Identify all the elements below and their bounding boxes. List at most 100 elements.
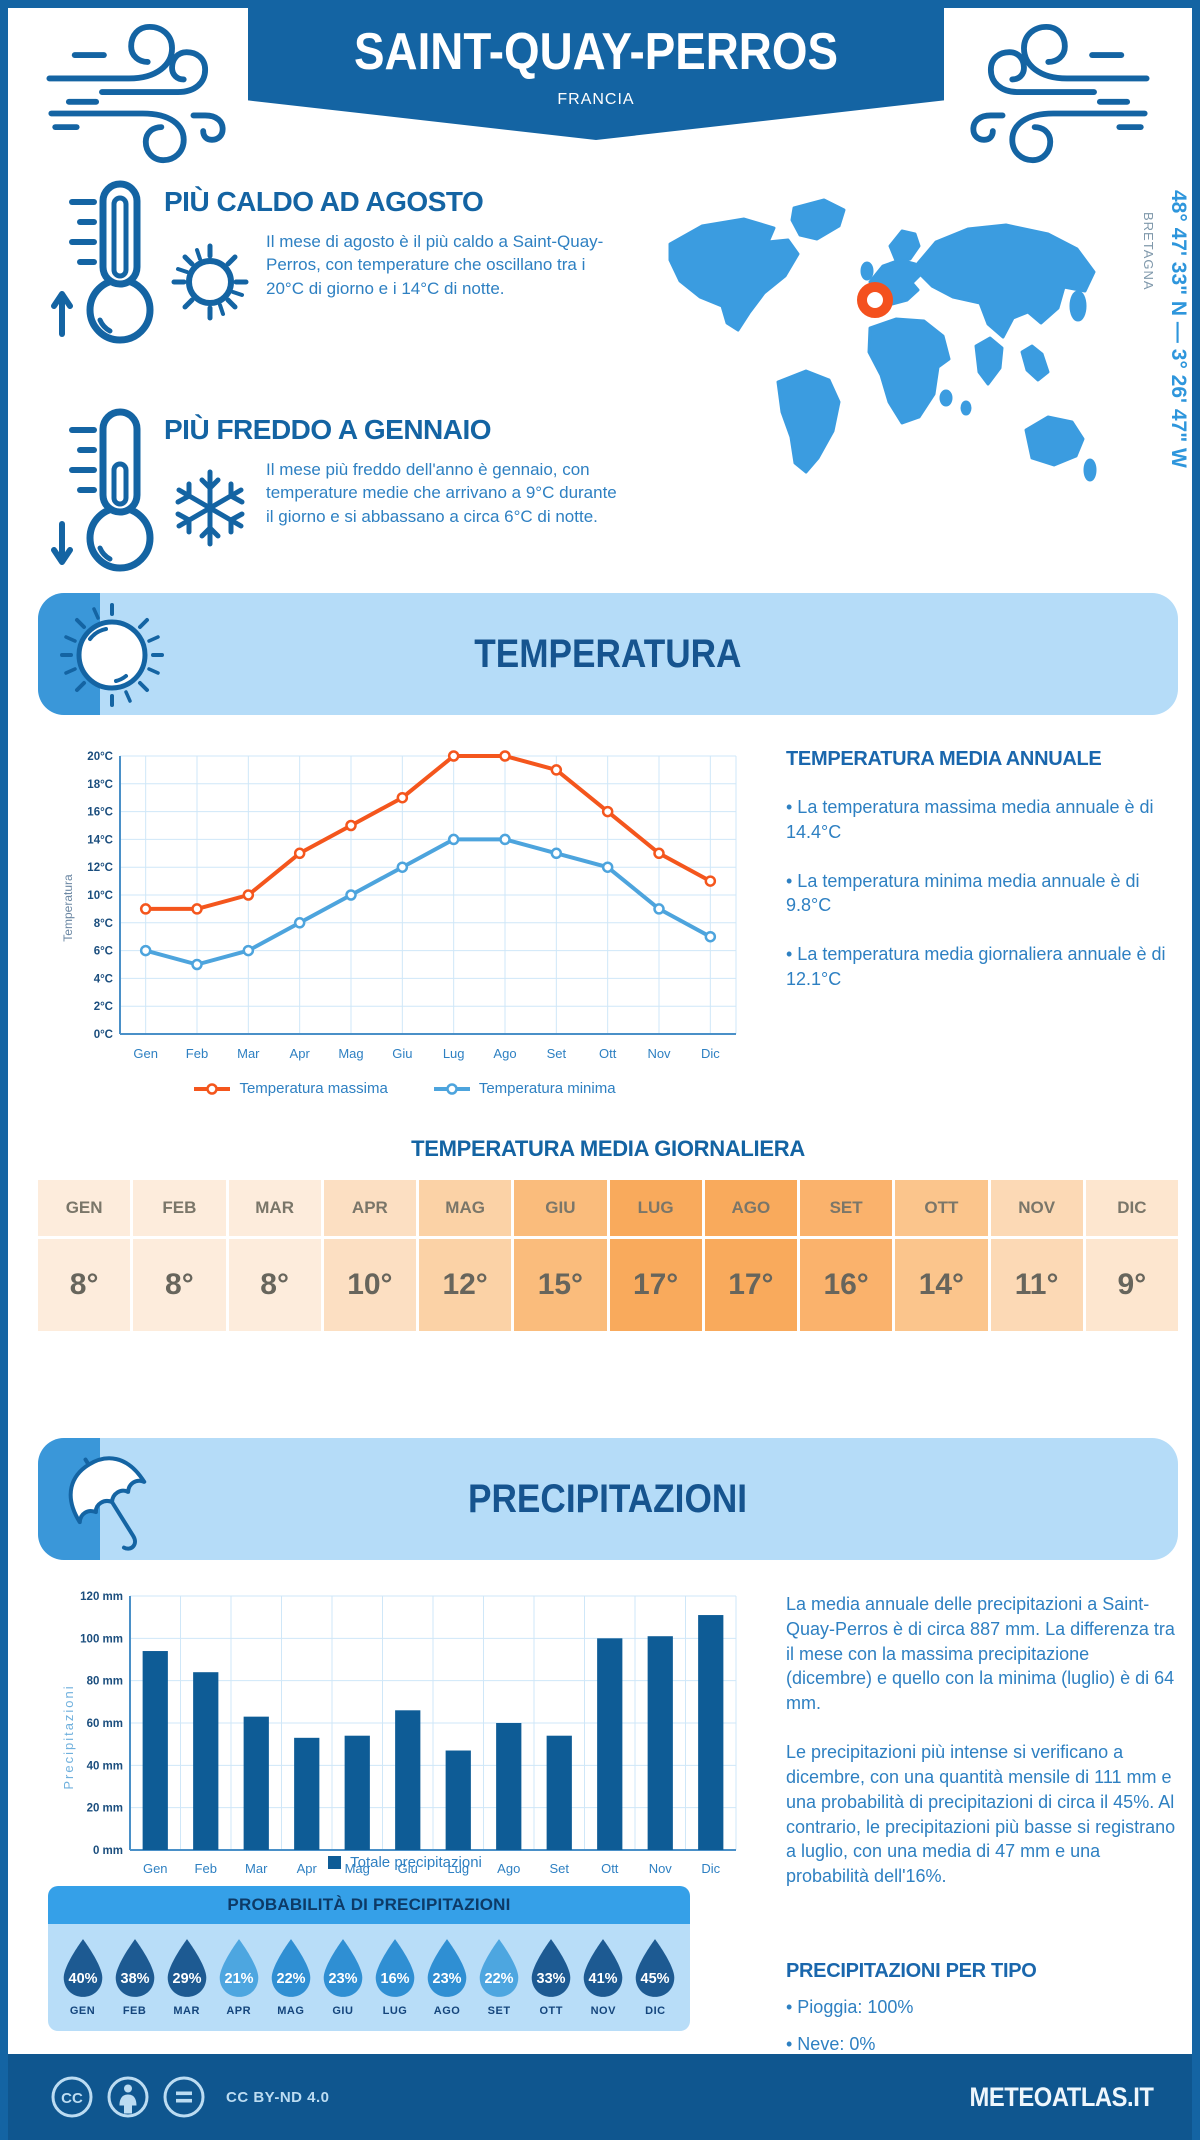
sun-banner-icon	[60, 603, 164, 707]
droplet-item: 22% MAG	[266, 1938, 315, 2017]
month-cell: DIC 9°	[1085, 1180, 1178, 1331]
cold-month-title: PIÙ FREDDO A GENNAIO	[164, 414, 492, 445]
license-label: CC BY-ND 4.0	[226, 2088, 330, 2106]
month-temperature: 11°	[990, 1239, 1083, 1331]
droplet-icon: 16%	[375, 1939, 415, 1997]
legend-temp-min: Temperatura minima	[433, 1080, 616, 1097]
temperature-annual-summary: TEMPERATURA MEDIA ANNUALE • La temperatu…	[786, 748, 1178, 992]
precipitation-section-banner: PRECIPITAZIONI	[38, 1438, 1178, 1560]
month-label: GEN	[38, 1180, 131, 1239]
month-temperature: 15°	[514, 1239, 607, 1331]
droplet-month-label: MAG	[277, 2005, 305, 2017]
temperature-chart: 0°C 2°C 4°C 6°C 8°C 10°C 12°C 14°C 16°C 18°C 20°C G…	[61, 750, 737, 1061]
svg-text:6°C: 6°C	[94, 946, 113, 958]
svg-text:20°C: 20°C	[87, 751, 113, 763]
legend-temp-max: Temperatura massima	[194, 1080, 388, 1097]
svg-text:Lug: Lug	[447, 1861, 469, 1876]
wind-icon	[46, 23, 226, 164]
svg-text:0 mm: 0 mm	[93, 1845, 123, 1857]
month-cell: GIU 15°	[514, 1180, 607, 1331]
svg-text:60 mm: 60 mm	[87, 1718, 123, 1730]
line-marker-blue-icon	[433, 1082, 470, 1095]
droplet-month-label: OTT	[539, 2005, 563, 2017]
svg-text:0°C: 0°C	[94, 1029, 113, 1041]
month-label: SET	[800, 1180, 893, 1239]
month-temperature: 8°	[228, 1239, 321, 1331]
droplet-icon: 29%	[167, 1939, 206, 1997]
svg-text:10°C: 10°C	[87, 890, 113, 902]
month-label: FEB	[133, 1180, 226, 1239]
month-label: DIC	[1085, 1180, 1178, 1239]
cold-month-block: PIÙ FREDDO A GENNAIO Il mese più freddo …	[50, 404, 625, 580]
droplet-item: 33% OTT	[527, 1938, 576, 2017]
svg-text:8°C: 8°C	[94, 918, 113, 930]
svg-text:40 mm: 40 mm	[87, 1760, 123, 1772]
month-temperature: 8°	[133, 1239, 226, 1331]
location-map: 48° 47' 33" N — 3° 26' 47" W BRETAGNA	[646, 180, 1192, 516]
svg-text:18°C: 18°C	[87, 779, 113, 791]
droplet-month-label: LUG	[382, 2005, 408, 2017]
svg-text:21%: 21%	[224, 1971, 253, 1987]
per-type-heading: PRECIPITAZIONI PER TIPO	[786, 1960, 1037, 1982]
svg-text:Set: Set	[547, 1046, 567, 1061]
svg-text:Gen: Gen	[133, 1046, 158, 1061]
droplet-icon: 23%	[323, 1939, 363, 1997]
month-label: AGO	[704, 1180, 797, 1239]
square-marker-icon	[328, 1856, 342, 1869]
month-label: GIU	[514, 1180, 607, 1239]
svg-text:Ago: Ago	[493, 1046, 516, 1061]
month-cell: SET 16°	[800, 1180, 893, 1331]
month-temperature: 9°	[1085, 1239, 1178, 1331]
svg-text:4°C: 4°C	[94, 973, 113, 985]
svg-text:22%: 22%	[276, 1971, 305, 1987]
svg-text:100 mm: 100 mm	[80, 1633, 123, 1645]
svg-text:Apr: Apr	[297, 1861, 318, 1876]
temperature-annual-heading: TEMPERATURA MEDIA ANNUALE	[786, 748, 1102, 770]
precipitation-section-title: PRECIPITAZIONI	[468, 1476, 748, 1521]
month-temperature: 8°	[38, 1239, 131, 1331]
header-banner: SAINT-QUAY-PERROS FRANCIA	[248, 8, 944, 140]
svg-text:Ott: Ott	[601, 1861, 619, 1876]
month-temperature: 12°	[419, 1239, 512, 1331]
per-type-bullet: • Neve: 0%	[786, 2033, 876, 2054]
droplet-icon: 38%	[115, 1939, 154, 1997]
droplet-month-label: DIC	[645, 2005, 666, 2017]
month-temperature: 14°	[895, 1239, 988, 1331]
svg-text:Dic: Dic	[701, 1046, 720, 1061]
person-icon	[107, 2076, 149, 2118]
svg-text:2°C: 2°C	[94, 1001, 113, 1013]
droplet-item: 41% NOV	[579, 1938, 628, 2017]
month-label: MAG	[419, 1180, 512, 1239]
droplet-item: 22% SET	[475, 1938, 524, 2017]
svg-text:Mag: Mag	[338, 1046, 363, 1061]
svg-text:Set: Set	[549, 1861, 569, 1876]
annual-bullet: • La temperatura minima media annuale è …	[786, 870, 1140, 916]
precipitation-chart: 0 mm 20 mm 40 mm 60 mm 80 mm 100 mm 120 mm Gen F…	[61, 1591, 737, 1876]
snowflake-icon	[175, 469, 245, 547]
page-subtitle: FRANCIA	[557, 91, 635, 108]
month-label: LUG	[609, 1180, 702, 1239]
svg-text:41%: 41%	[589, 1971, 618, 1987]
svg-text:80 mm: 80 mm	[87, 1676, 123, 1688]
svg-text:Nov: Nov	[649, 1861, 673, 1876]
svg-text:Mar: Mar	[245, 1861, 268, 1876]
droplet-item: 29% MAR	[162, 1938, 211, 2017]
region-label: BRETAGNA	[1141, 212, 1156, 291]
svg-text:33%: 33%	[537, 1971, 566, 1987]
precipitation-chart-legend: Totale precipitazioni	[60, 1854, 750, 1871]
droplet-month-label: APR	[226, 2005, 252, 2017]
annual-bullet: • La temperatura media giornaliera annua…	[786, 944, 1166, 990]
droplet-item: 38% FEB	[110, 1938, 159, 2017]
nd-icon	[163, 2076, 205, 2118]
svg-text:Nov: Nov	[647, 1046, 671, 1061]
cold-month-text: Il mese più freddo dell'anno è gennaio, …	[266, 460, 617, 526]
droplet-month-label: SET	[487, 2005, 511, 2017]
daily-temperature-heading: TEMPERATURA MEDIA GIORNALIERA	[411, 1136, 805, 1161]
droplet-item: 21% APR	[214, 1938, 263, 2017]
cold-month-content: PIÙ FREDDO A GENNAIO Il mese più freddo …	[158, 404, 625, 580]
thermometer-up-icon	[51, 180, 154, 344]
month-cell: GEN 8°	[38, 1180, 131, 1331]
hot-month-content: PIÙ CALDO AD AGOSTO	[158, 176, 625, 352]
droplet-item: 23% GIU	[318, 1938, 367, 2017]
droplet-icon: 41%	[583, 1939, 623, 1997]
